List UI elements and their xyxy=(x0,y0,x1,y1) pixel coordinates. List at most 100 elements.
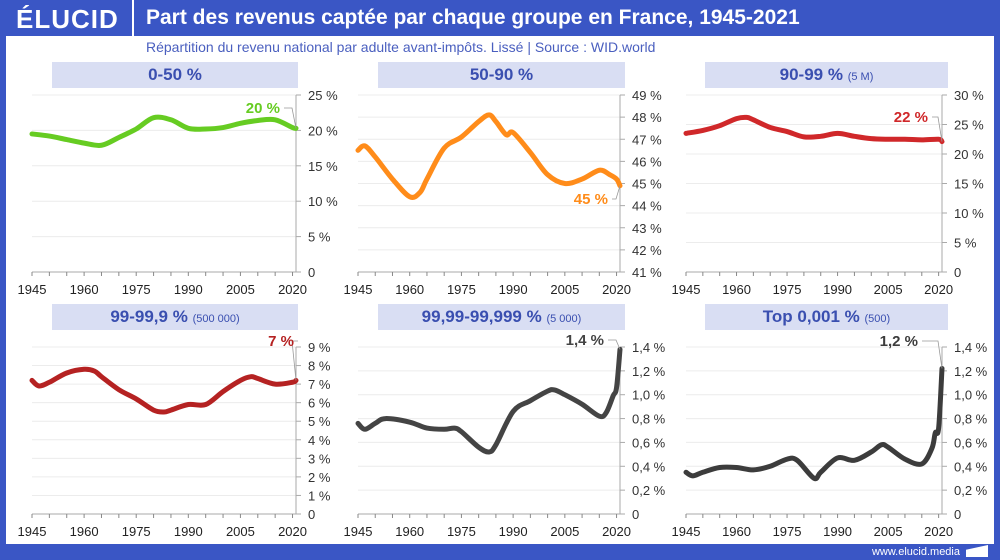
y-tick-label: 10 % xyxy=(954,206,984,221)
x-tick-label: 1945 xyxy=(672,282,701,297)
x-tick-label: 2020 xyxy=(924,282,953,297)
x-tick-label: 1945 xyxy=(18,524,47,539)
y-tick-label: 0,2 % xyxy=(632,483,666,498)
y-tick-label: 30 % xyxy=(954,88,984,103)
y-tick-label: 20 % xyxy=(954,147,984,162)
x-tick-label: 1990 xyxy=(174,282,203,297)
x-tick-label: 1960 xyxy=(722,524,751,539)
panel-title-note: (500) xyxy=(864,313,891,325)
y-tick-label: 0,6 % xyxy=(954,435,988,450)
chart-subtitle: Répartition du revenu national par adult… xyxy=(146,39,656,55)
x-tick-label: 2005 xyxy=(874,524,903,539)
panel-title-note: (5 000) xyxy=(546,313,582,325)
series-line xyxy=(683,114,945,145)
footer-url[interactable]: www.elucid.media xyxy=(871,546,960,558)
x-tick-label: 1990 xyxy=(499,524,528,539)
panel-title-text: 50-90 % xyxy=(469,65,534,84)
header-divider xyxy=(132,0,134,36)
y-tick-label: 15 % xyxy=(308,159,338,174)
y-tick-label: 5 % xyxy=(308,414,331,429)
y-tick-label: 1 % xyxy=(308,488,331,503)
y-tick-label: 0,8 % xyxy=(632,412,666,427)
y-tick-label: 44 % xyxy=(632,199,662,214)
elucid-logo: ÉLUCID xyxy=(16,4,119,34)
end-value-label: 45 % xyxy=(574,191,608,208)
y-tick-label: 4 % xyxy=(308,433,331,448)
x-tick-label: 2005 xyxy=(874,282,903,297)
end-label-leader xyxy=(922,340,943,369)
x-tick-label: 1960 xyxy=(70,282,99,297)
y-tick-label: 0 xyxy=(308,507,315,522)
header-bar: ÉLUCID Part des revenus captée par chaqu… xyxy=(0,0,1000,36)
y-tick-label: 0 xyxy=(954,265,961,280)
panel-title-text: 0-50 % xyxy=(148,65,202,84)
x-tick-label: 1975 xyxy=(122,282,151,297)
y-tick-label: 1,0 % xyxy=(632,388,666,403)
y-tick-label: 7 % xyxy=(308,377,331,392)
x-tick-label: 2020 xyxy=(602,524,631,539)
x-tick-label: 1975 xyxy=(773,282,802,297)
x-tick-label: 1990 xyxy=(823,282,852,297)
series-line xyxy=(29,366,299,415)
end-value-label: 1,4 % xyxy=(566,332,604,349)
x-tick-label: 2020 xyxy=(602,282,631,297)
x-tick-label: 1945 xyxy=(344,282,373,297)
y-tick-label: 0 xyxy=(308,265,315,280)
y-tick-label: 3 % xyxy=(308,451,331,466)
panel-title-text: 99-99,9 % xyxy=(110,307,188,326)
end-value-label: 20 % xyxy=(246,100,280,117)
y-tick-label: 42 % xyxy=(632,243,662,258)
y-tick-label: 0 xyxy=(632,507,639,522)
end-label-leader xyxy=(291,340,298,381)
y-tick-label: 2 % xyxy=(308,470,331,485)
y-tick-label: 0,4 % xyxy=(632,459,666,474)
x-tick-label: 1990 xyxy=(499,282,528,297)
panel-title: 90-99 % (5 M) xyxy=(705,62,948,88)
panel-title: Top 0,001 % (500) xyxy=(705,304,948,330)
end-value-label: 1,2 % xyxy=(880,333,918,350)
x-tick-label: 1975 xyxy=(773,524,802,539)
x-tick-label: 1975 xyxy=(447,282,476,297)
y-tick-label: 49 % xyxy=(632,88,662,103)
panel-title-text: Top 0,001 % xyxy=(762,307,860,326)
series-line xyxy=(355,112,623,200)
series-line xyxy=(29,114,299,148)
panel-title-note: (5 M) xyxy=(847,71,874,83)
y-tick-label: 1,2 % xyxy=(632,364,666,379)
panel-title-text: 90-99 % xyxy=(779,65,843,84)
series-line xyxy=(355,346,623,455)
y-tick-label: 48 % xyxy=(632,110,662,125)
x-tick-label: 1945 xyxy=(672,524,701,539)
x-tick-label: 1945 xyxy=(344,524,373,539)
y-tick-label: 0,6 % xyxy=(632,435,666,450)
y-tick-label: 43 % xyxy=(632,221,662,236)
x-tick-label: 2020 xyxy=(278,524,307,539)
x-tick-label: 2020 xyxy=(278,282,307,297)
y-tick-label: 0,2 % xyxy=(954,483,988,498)
y-tick-label: 1,4 % xyxy=(954,340,988,355)
end-label-leader xyxy=(608,339,621,350)
y-tick-label: 20 % xyxy=(308,123,338,138)
y-tick-label: 0 xyxy=(954,507,961,522)
panel-title: 99,99-99,999 % (5 000) xyxy=(378,304,625,330)
x-tick-label: 1975 xyxy=(447,524,476,539)
panel-title: 50-90 % xyxy=(378,62,625,88)
y-tick-label: 46 % xyxy=(632,154,662,169)
x-tick-label: 2005 xyxy=(550,524,579,539)
y-tick-label: 5 % xyxy=(954,236,977,251)
x-tick-label: 1960 xyxy=(395,524,424,539)
x-tick-label: 2020 xyxy=(924,524,953,539)
y-tick-label: 25 % xyxy=(308,88,338,103)
chart-title: Part des revenus captée par chaque group… xyxy=(146,6,800,29)
x-tick-label: 1960 xyxy=(395,282,424,297)
x-tick-label: 1960 xyxy=(722,282,751,297)
y-tick-label: 0,8 % xyxy=(954,412,988,427)
x-tick-label: 1960 xyxy=(70,524,99,539)
end-label-leader xyxy=(612,185,621,200)
y-tick-label: 45 % xyxy=(632,177,662,192)
y-tick-label: 47 % xyxy=(632,132,662,147)
x-tick-label: 1990 xyxy=(823,524,852,539)
y-tick-label: 0,4 % xyxy=(954,459,988,474)
end-label-leader xyxy=(932,116,943,142)
